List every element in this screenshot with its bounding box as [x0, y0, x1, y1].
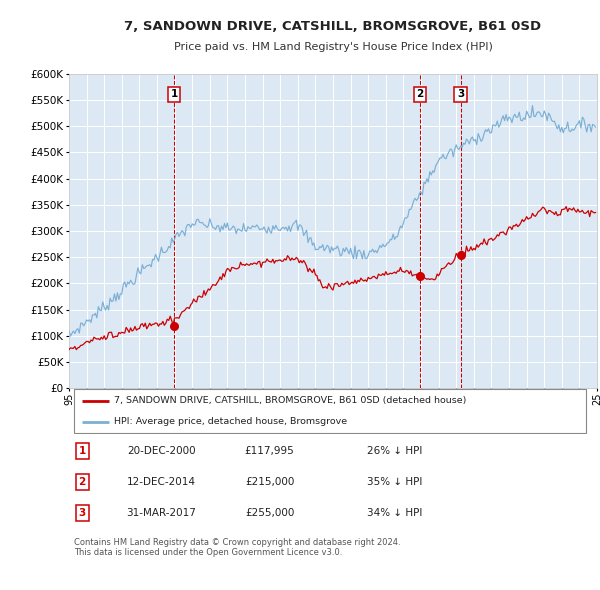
- Text: 3: 3: [457, 89, 464, 99]
- Text: 7, SANDOWN DRIVE, CATSHILL, BROMSGROVE, B61 0SD (detached house): 7, SANDOWN DRIVE, CATSHILL, BROMSGROVE, …: [114, 396, 466, 405]
- Text: 35% ↓ HPI: 35% ↓ HPI: [367, 477, 422, 487]
- Text: £215,000: £215,000: [245, 477, 295, 487]
- Text: 1: 1: [170, 89, 178, 99]
- Text: 1: 1: [79, 447, 86, 456]
- Text: 2: 2: [79, 477, 86, 487]
- FancyBboxPatch shape: [74, 389, 586, 433]
- Text: Contains HM Land Registry data © Crown copyright and database right 2024.
This d: Contains HM Land Registry data © Crown c…: [74, 538, 401, 558]
- Text: 34% ↓ HPI: 34% ↓ HPI: [367, 508, 422, 518]
- Text: 7, SANDOWN DRIVE, CATSHILL, BROMSGROVE, B61 0SD: 7, SANDOWN DRIVE, CATSHILL, BROMSGROVE, …: [124, 20, 542, 33]
- Text: 20-DEC-2000: 20-DEC-2000: [127, 447, 196, 456]
- Text: £117,995: £117,995: [245, 447, 295, 456]
- Text: 12-DEC-2014: 12-DEC-2014: [127, 477, 196, 487]
- Text: 3: 3: [79, 508, 86, 518]
- Text: 2: 2: [416, 89, 424, 99]
- Text: £255,000: £255,000: [245, 508, 295, 518]
- Text: HPI: Average price, detached house, Bromsgrove: HPI: Average price, detached house, Brom…: [114, 417, 347, 426]
- Text: 31-MAR-2017: 31-MAR-2017: [127, 508, 196, 518]
- Text: 26% ↓ HPI: 26% ↓ HPI: [367, 447, 422, 456]
- Text: Price paid vs. HM Land Registry's House Price Index (HPI): Price paid vs. HM Land Registry's House …: [173, 42, 493, 51]
